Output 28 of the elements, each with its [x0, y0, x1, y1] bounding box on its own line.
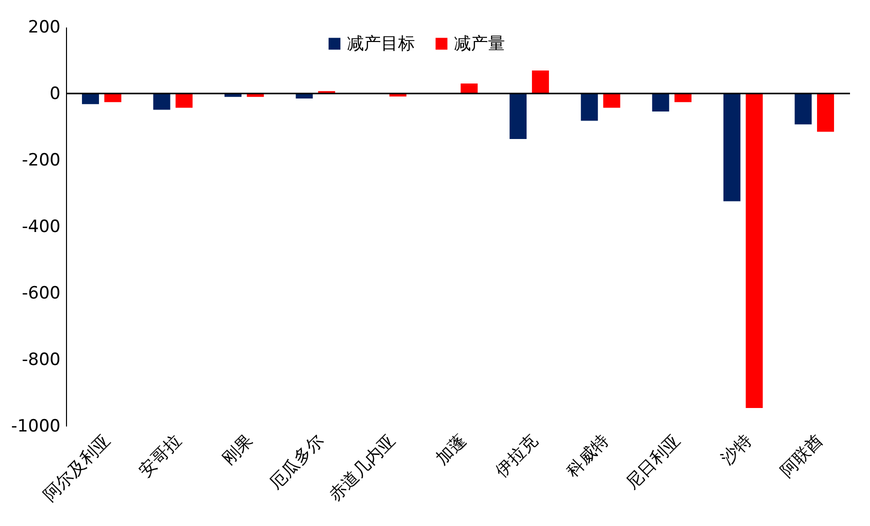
legend-label: 减产目标: [347, 34, 415, 54]
x-tick-label: 加蓬: [432, 431, 471, 470]
bar: [153, 94, 170, 110]
bar: [603, 94, 620, 108]
bar: [176, 94, 193, 108]
x-tick-label: 尼日利亚: [622, 431, 685, 494]
y-tick-label: -800: [22, 350, 60, 370]
y-tick-label: 200: [28, 18, 60, 38]
bar: [580, 94, 598, 121]
x-tick-label: 刚果: [218, 431, 257, 470]
y-tick-label: -600: [22, 284, 60, 304]
x-tick-label: 阿联酋: [776, 431, 828, 482]
bar: [746, 94, 763, 408]
x-tick-label: 科威特: [563, 431, 614, 482]
bar: [723, 94, 740, 202]
bar: [532, 70, 549, 94]
y-tick-label: 0: [50, 84, 60, 104]
legend-label: 减产量: [454, 34, 505, 54]
y-tick-label: -400: [22, 217, 60, 237]
bar: [460, 84, 478, 94]
bar: [652, 94, 670, 112]
bar: [794, 94, 812, 124]
x-tick-label: 安哥拉: [135, 431, 186, 482]
bar: [510, 94, 527, 140]
bar: [817, 94, 834, 132]
x-tick-label: 沙特: [718, 431, 756, 470]
x-tick-label: 伊拉克: [492, 431, 542, 482]
y-tick-label: -200: [22, 150, 60, 170]
